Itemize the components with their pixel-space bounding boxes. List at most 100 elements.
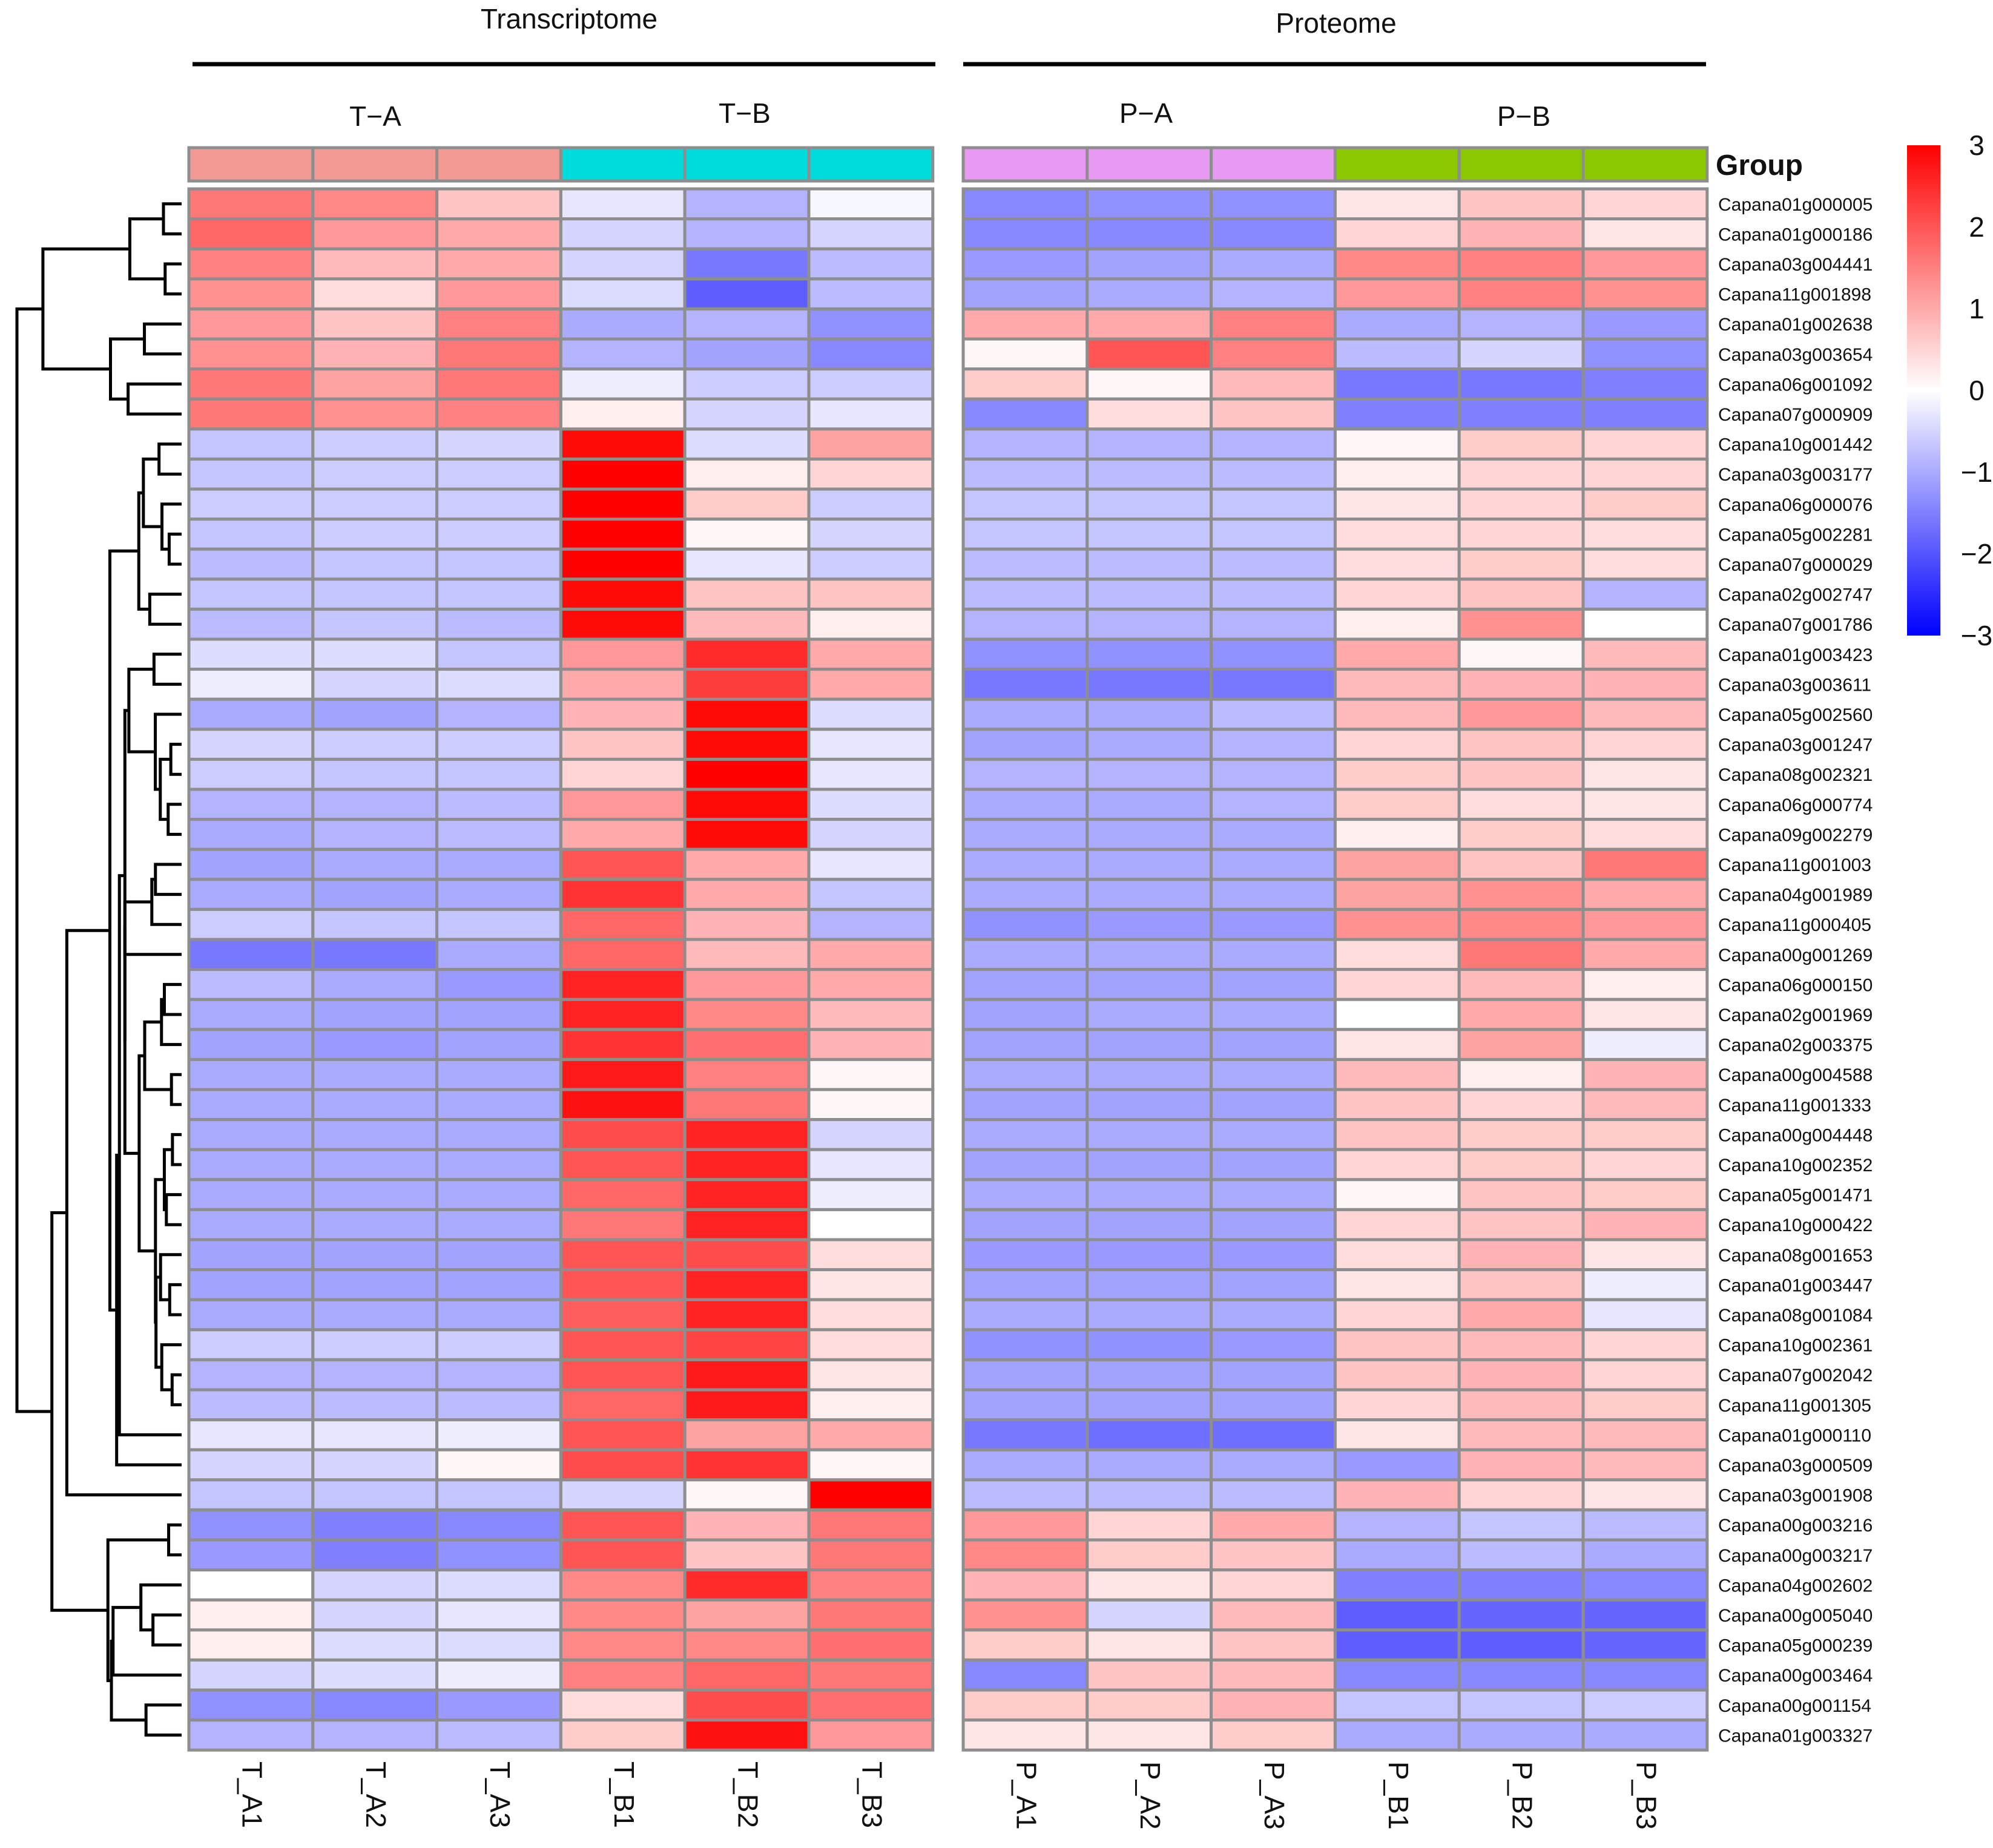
heatmap-cell: [1581, 1298, 1709, 1332]
heatmap-cell: [187, 1208, 315, 1241]
heatmap-cell: [311, 1238, 439, 1272]
heatmap-cell: [1333, 397, 1461, 431]
heatmap-cell: [1333, 367, 1461, 401]
heatmap-cell: [1210, 1478, 1337, 1511]
heatmap-cell: [1085, 457, 1213, 491]
heatmap-cell: [961, 668, 1089, 701]
heatmap-cell: [311, 697, 439, 731]
heatmap-cell: [1457, 1088, 1585, 1122]
heatmap-cell: [807, 1628, 935, 1662]
heatmap-cell: [807, 1208, 935, 1241]
heatmap-cell: [435, 487, 562, 521]
heatmap-cell: [559, 1208, 687, 1241]
row-label: Capana03g000509: [1718, 1456, 1873, 1476]
heatmap-cell: [1085, 1508, 1213, 1542]
heatmap-cell: [807, 277, 935, 311]
heatmap-cell: [1085, 1388, 1213, 1422]
heatmap-cell: [1457, 1208, 1585, 1241]
heatmap-cell: [683, 1178, 811, 1211]
row-label: Capana06g001092: [1718, 375, 1873, 395]
heatmap-cell: [1333, 1598, 1461, 1632]
heatmap-cell: [559, 1268, 687, 1301]
heatmap-cell: [1457, 337, 1585, 371]
heatmap-cell: [311, 1388, 439, 1422]
heatmap-cell: [807, 518, 935, 551]
heatmap-cell: [187, 1418, 315, 1452]
heatmap-cell: [1085, 367, 1213, 401]
heatmap-cell: [559, 247, 687, 281]
heatmap-cell: [1085, 998, 1213, 1031]
heatmap-cell: [559, 818, 687, 851]
heatmap-cell: [1085, 397, 1213, 431]
dendrogram-branch: [162, 202, 182, 235]
heatmap-cell: [559, 1088, 687, 1122]
heatmap-cell: [311, 1268, 439, 1301]
heatmap-cell: [435, 1328, 562, 1361]
heatmap-cell: [311, 1028, 439, 1061]
heatmap-cell: [559, 1328, 687, 1361]
group-annotation-T_A2: [311, 146, 439, 183]
heatmap-cell: [435, 757, 562, 791]
heatmap-cell: [1085, 337, 1213, 371]
heatmap-cell: [1457, 1568, 1585, 1602]
heatmap-cell: [1457, 968, 1585, 1001]
heatmap-cell: [961, 1298, 1089, 1332]
heatmap-cell: [559, 878, 687, 911]
heatmap-cell: [961, 1718, 1089, 1752]
heatmap-cell: [683, 577, 811, 611]
heatmap-cell: [559, 187, 687, 221]
heatmap-cell: [1457, 247, 1585, 281]
heatmap-cell: [1581, 1418, 1709, 1452]
row-label: Capana06g000150: [1718, 975, 1873, 995]
heatmap-cell: [311, 1508, 439, 1542]
heatmap-cell: [435, 457, 562, 491]
heatmap-cell: [1581, 1508, 1709, 1542]
heatmap-cell: [807, 607, 935, 641]
heatmap-cell: [435, 307, 562, 341]
heatmap-cell: [1210, 487, 1337, 521]
heatmap-cell: [961, 1598, 1089, 1632]
dendrogram-branch: [170, 1373, 182, 1407]
color-scale-tick: 1: [1969, 293, 1985, 324]
heatmap-cell: [683, 968, 811, 1001]
heatmap-cell: [1085, 427, 1213, 461]
dendrogram-branch: [165, 1193, 182, 1226]
heatmap-cell: [1457, 1057, 1585, 1091]
heatmap-cell: [435, 1628, 562, 1662]
heatmap-cell: [187, 757, 315, 791]
heatmap-cell: [807, 728, 935, 761]
heatmap-cell: [1210, 1208, 1337, 1241]
group-label-p-a: P−A: [1119, 97, 1173, 129]
heatmap-cell: [961, 878, 1089, 911]
heatmap-cell: [807, 1688, 935, 1722]
heatmap-cell: [1581, 1028, 1709, 1061]
heatmap-cell: [683, 1388, 811, 1422]
heatmap-cell: [1333, 788, 1461, 821]
heatmap-cell: [1581, 1478, 1709, 1511]
heatmap-cell: [311, 757, 439, 791]
heatmap-cell: [1333, 1118, 1461, 1151]
heatmap-cell: [1457, 577, 1585, 611]
heatmap-cell: [1085, 1238, 1213, 1272]
heatmap-cell: [961, 307, 1089, 341]
heatmap-cell: [1581, 427, 1709, 461]
dendrogram-branch: [166, 803, 182, 836]
heatmap-cell: [807, 547, 935, 581]
row-label: Capana11g001898: [1718, 285, 1871, 305]
row-label: Capana02g001969: [1718, 1005, 1873, 1025]
dendrogram-branch: [127, 382, 182, 416]
heatmap-cell: [1581, 847, 1709, 881]
heatmap-cell: [311, 907, 439, 941]
heatmap-cell: [961, 1418, 1089, 1452]
heatmap-cell: [311, 427, 439, 461]
heatmap-cell: [683, 427, 811, 461]
heatmap-cell: [1581, 577, 1709, 611]
row-label: Capana01g003447: [1718, 1275, 1873, 1295]
heatmap-cell: [1085, 1148, 1213, 1182]
heatmap-cell: [1457, 1118, 1585, 1151]
heatmap-cell: [559, 728, 687, 761]
heatmap-cell: [559, 307, 687, 341]
heatmap-cell: [187, 1118, 315, 1151]
heatmap-cell: [1085, 788, 1213, 821]
group-annotation-T_B3: [807, 146, 935, 183]
